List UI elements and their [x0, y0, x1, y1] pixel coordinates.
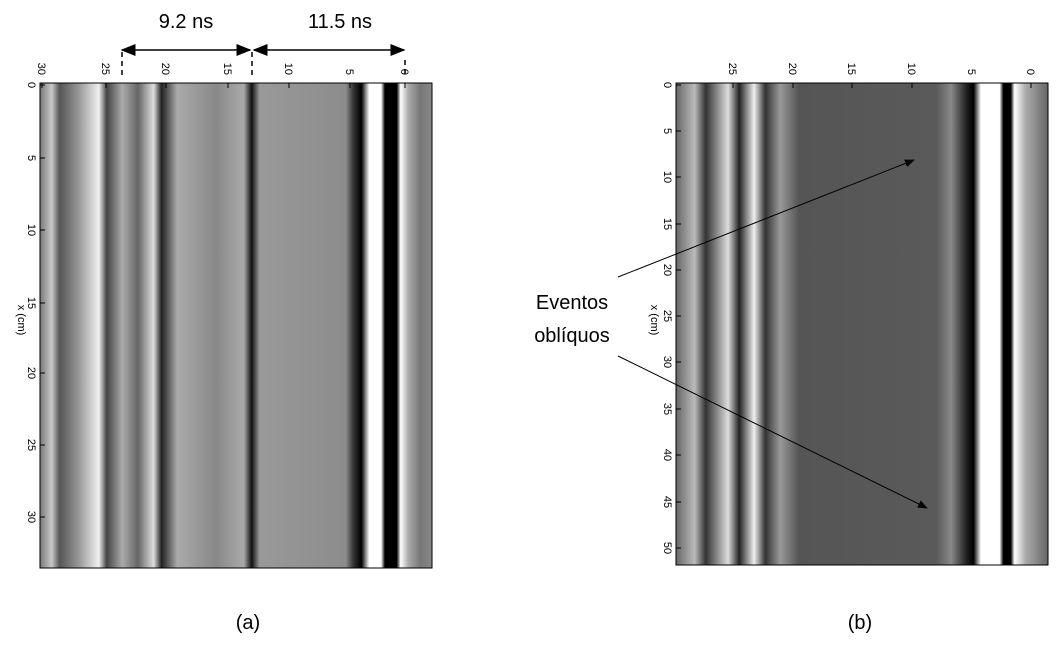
- annotation-arrows: [120, 44, 928, 509]
- top-tick-label: 20: [786, 63, 798, 75]
- left-tick-label: 0: [25, 82, 37, 88]
- left-tick-label: 30: [25, 511, 37, 523]
- left-tick-label: 20: [661, 264, 673, 276]
- left-tick-label: 50: [661, 542, 673, 554]
- left-tick-label: 0: [661, 82, 673, 88]
- top-tick-label: 5: [965, 69, 977, 75]
- left-tick-label: 40: [661, 449, 673, 461]
- top-tick-label: 0: [1024, 69, 1036, 75]
- left-tick-label: 25: [25, 439, 37, 451]
- interval-label: 9.2 ns: [159, 11, 213, 33]
- top-tick-label: 10: [905, 63, 917, 75]
- events-label: Eventos: [536, 292, 608, 314]
- left-tick-label: 15: [661, 218, 673, 230]
- interval-label: 11.5 ns: [308, 11, 372, 33]
- left-tick-label: 45: [661, 496, 673, 508]
- left-tick-label: 10: [25, 224, 37, 236]
- top-tick-label: 30: [35, 63, 47, 75]
- radargram-b: [675, 82, 1049, 566]
- left-tick-label: 20: [25, 367, 37, 379]
- radargram-a: [39, 82, 433, 569]
- caption: (b): [848, 612, 872, 634]
- top-tick-label: 20: [159, 63, 171, 75]
- left-tick-label: 5: [25, 155, 37, 161]
- left-tick-label: 5: [661, 128, 673, 134]
- events-label: oblíquos: [534, 325, 610, 347]
- left-tick-label: 35: [661, 403, 673, 415]
- left-tick-label: 10: [661, 171, 673, 183]
- top-tick-label: 25: [726, 63, 738, 75]
- top-tick-label: 0: [398, 69, 410, 75]
- top-tick-label: 25: [99, 63, 111, 75]
- top-tick-label: 15: [845, 63, 857, 75]
- top-tick-label: 10: [282, 63, 294, 75]
- left-tick-label: 30: [661, 356, 673, 368]
- caption: (a): [236, 612, 260, 634]
- axis-label: x (cm): [648, 305, 660, 336]
- axis-label: x (cm): [15, 305, 27, 336]
- top-tick-label: 15: [221, 63, 233, 75]
- left-tick-label: 25: [661, 310, 673, 322]
- left-tick-label: 15: [25, 297, 37, 309]
- top-tick-label: 5: [343, 69, 355, 75]
